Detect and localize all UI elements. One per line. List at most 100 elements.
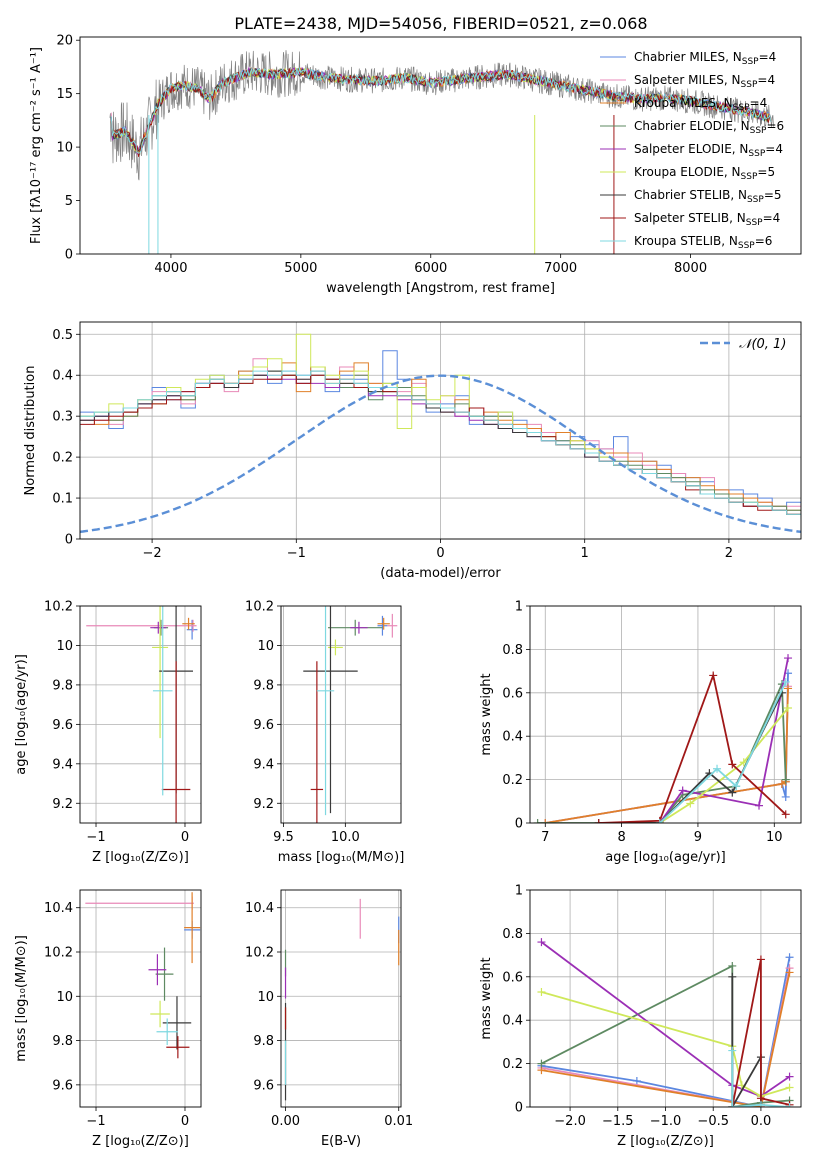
x-tick-label: 6000 <box>414 261 447 276</box>
point-kroupa-elodie <box>150 1000 170 1028</box>
weight-marker <box>785 1103 794 1107</box>
legend-label: Salpeter STELIB, NSSP=4 <box>634 211 780 228</box>
weights-kroupa-miles <box>541 972 791 1107</box>
x-tick-label: −1.0 <box>650 1114 682 1129</box>
y-tick-label: 5 <box>65 194 73 209</box>
x-tick-label: −2 <box>143 546 162 561</box>
x-axis-label: (data-model)/error <box>380 566 501 581</box>
y-tick-label: 0.6 <box>502 970 523 985</box>
x-tick-label: 0 <box>436 546 444 561</box>
y-tick-label: 0.4 <box>502 730 523 745</box>
x-tick-label: −2.0 <box>554 1114 586 1129</box>
weights-salpeter-stelib <box>598 672 787 823</box>
axes-frame <box>280 605 402 824</box>
weights-chabrier-elodie <box>537 683 787 823</box>
y-axis-label: age [log₁₀(age/yr)] <box>14 654 29 775</box>
point-kroupa-elodie <box>152 606 169 739</box>
y-tick-label: 0.3 <box>52 410 73 425</box>
x-tick-label: 10 <box>766 830 783 845</box>
y-tick-label: 15 <box>56 87 73 102</box>
weight-vs-age-lines <box>533 654 793 823</box>
legend-label: Chabrier MILES, NSSP=4 <box>634 50 776 67</box>
weight-marker <box>781 775 790 784</box>
axes-frame <box>529 889 802 1108</box>
y-tick-label: 9.8 <box>52 678 73 693</box>
figure-title: PLATE=2438, MJD=54056, FIBERID=0521, z=0… <box>234 14 647 33</box>
y-tick-label: 1 <box>515 600 523 615</box>
y-tick-label: 9.8 <box>253 678 274 693</box>
point-kroupa-stelib <box>316 606 335 816</box>
x-axis-label: age [log₁₀(age/yr)] <box>605 850 726 865</box>
y-tick-label: 0.6 <box>502 686 523 701</box>
y-axis-label: mass weight <box>479 673 494 755</box>
weight-marker <box>713 764 722 773</box>
point-salpeter-elodie <box>148 954 167 986</box>
weight-marker <box>785 1072 794 1081</box>
weight-marker <box>784 703 793 712</box>
weight-marker <box>781 810 790 819</box>
weight-marker <box>785 968 794 977</box>
axes-frame <box>79 889 202 1108</box>
x-tick-label: 1 <box>581 546 589 561</box>
hist-kroupa-stelib <box>80 370 801 519</box>
y-tick-label: 0.1 <box>52 492 73 507</box>
legend-label: Salpeter MILES, NSSP=4 <box>634 73 775 90</box>
weight-marker <box>784 654 793 663</box>
age-vs-Z-axes: −1 0 9.2 9.4 9.6 9.8 10 10.2 Z [log₁₀(Z/Z⊙)] age … <box>14 600 202 865</box>
weight-marker <box>781 792 790 801</box>
legend: Chabrier MILES, NSSP=4 Salpeter MILES, NS… <box>600 50 784 251</box>
weight-vs-Z-axes: −2.0 −1.5 −1.0 −0.5 0.0 0 0.2 0.4 0.6 0.8 1 Z [log₁… <box>479 884 802 1149</box>
y-axis-label: mass [log₁₀(M/M⊙)] <box>14 935 29 1062</box>
x-tick-label: 9 <box>694 830 702 845</box>
y-tick-label: 1 <box>515 884 523 899</box>
y-tick-label: 0.5 <box>52 328 73 343</box>
x-tick-label: 0 <box>181 1114 189 1129</box>
legend-label: 𝒩(0, 1) <box>739 337 786 352</box>
x-tick-label: 8 <box>617 830 625 845</box>
age-vs-mass-points <box>303 606 398 823</box>
y-tick-label: 10 <box>56 639 73 654</box>
x-tick-label: 4000 <box>154 261 187 276</box>
mass-vs-ebv-points <box>284 898 400 1101</box>
weight-marker <box>655 819 664 823</box>
y-tick-label: 0 <box>65 533 73 548</box>
y-tick-label: 10.2 <box>44 600 73 615</box>
point-salpeter-miles <box>387 613 398 638</box>
x-tick-label: −0.5 <box>697 1114 729 1129</box>
point-salpeter-miles <box>86 619 197 632</box>
point-kroupa-miles <box>184 892 201 964</box>
y-tick-label: 9.6 <box>52 718 73 733</box>
x-tick-label: 7000 <box>544 261 577 276</box>
weight-marker <box>728 972 737 981</box>
point-salpeter-elodie <box>350 621 368 634</box>
legend-label: Salpeter ELODIE, NSSP=4 <box>634 142 783 159</box>
weight-marker <box>541 819 550 823</box>
weights-kroupa-elodie <box>659 707 789 823</box>
y-tick-label: 0.8 <box>502 927 523 942</box>
weight-marker <box>537 1059 546 1068</box>
y-tick-label: 9.2 <box>253 797 274 812</box>
y-tick-label: 0.2 <box>52 451 73 466</box>
x-tick-label: 8000 <box>674 261 707 276</box>
point-salpeter-stelib <box>166 1036 190 1059</box>
y-tick-label: 0 <box>515 1101 523 1116</box>
axes-frame <box>529 605 802 824</box>
y-tick-label: 10.4 <box>245 901 274 916</box>
x-tick-label: 2 <box>725 546 733 561</box>
y-tick-label: 0 <box>65 248 73 263</box>
weight-marker <box>678 786 687 795</box>
x-axis-label: wavelength [Angstrom, rest frame] <box>326 281 555 296</box>
weight-marker <box>594 819 603 823</box>
x-axis-label: Z [log₁₀(Z/Z⊙)] <box>92 1134 189 1149</box>
weights-kroupa-miles <box>545 688 789 823</box>
spectrum-axes: 4000 5000 6000 7000 8000 0 5 10 15 20 wavelength [… <box>29 34 802 296</box>
y-tick-label: 10.2 <box>245 600 274 615</box>
point-kroupa-stelib <box>152 606 173 796</box>
spectrum-lines <box>109 50 774 254</box>
weight-marker <box>777 779 786 788</box>
y-tick-label: 10 <box>56 141 73 156</box>
point-kroupa-miles <box>182 617 195 630</box>
weight-marker <box>732 782 741 791</box>
weights-kroupa-stelib <box>659 681 787 823</box>
